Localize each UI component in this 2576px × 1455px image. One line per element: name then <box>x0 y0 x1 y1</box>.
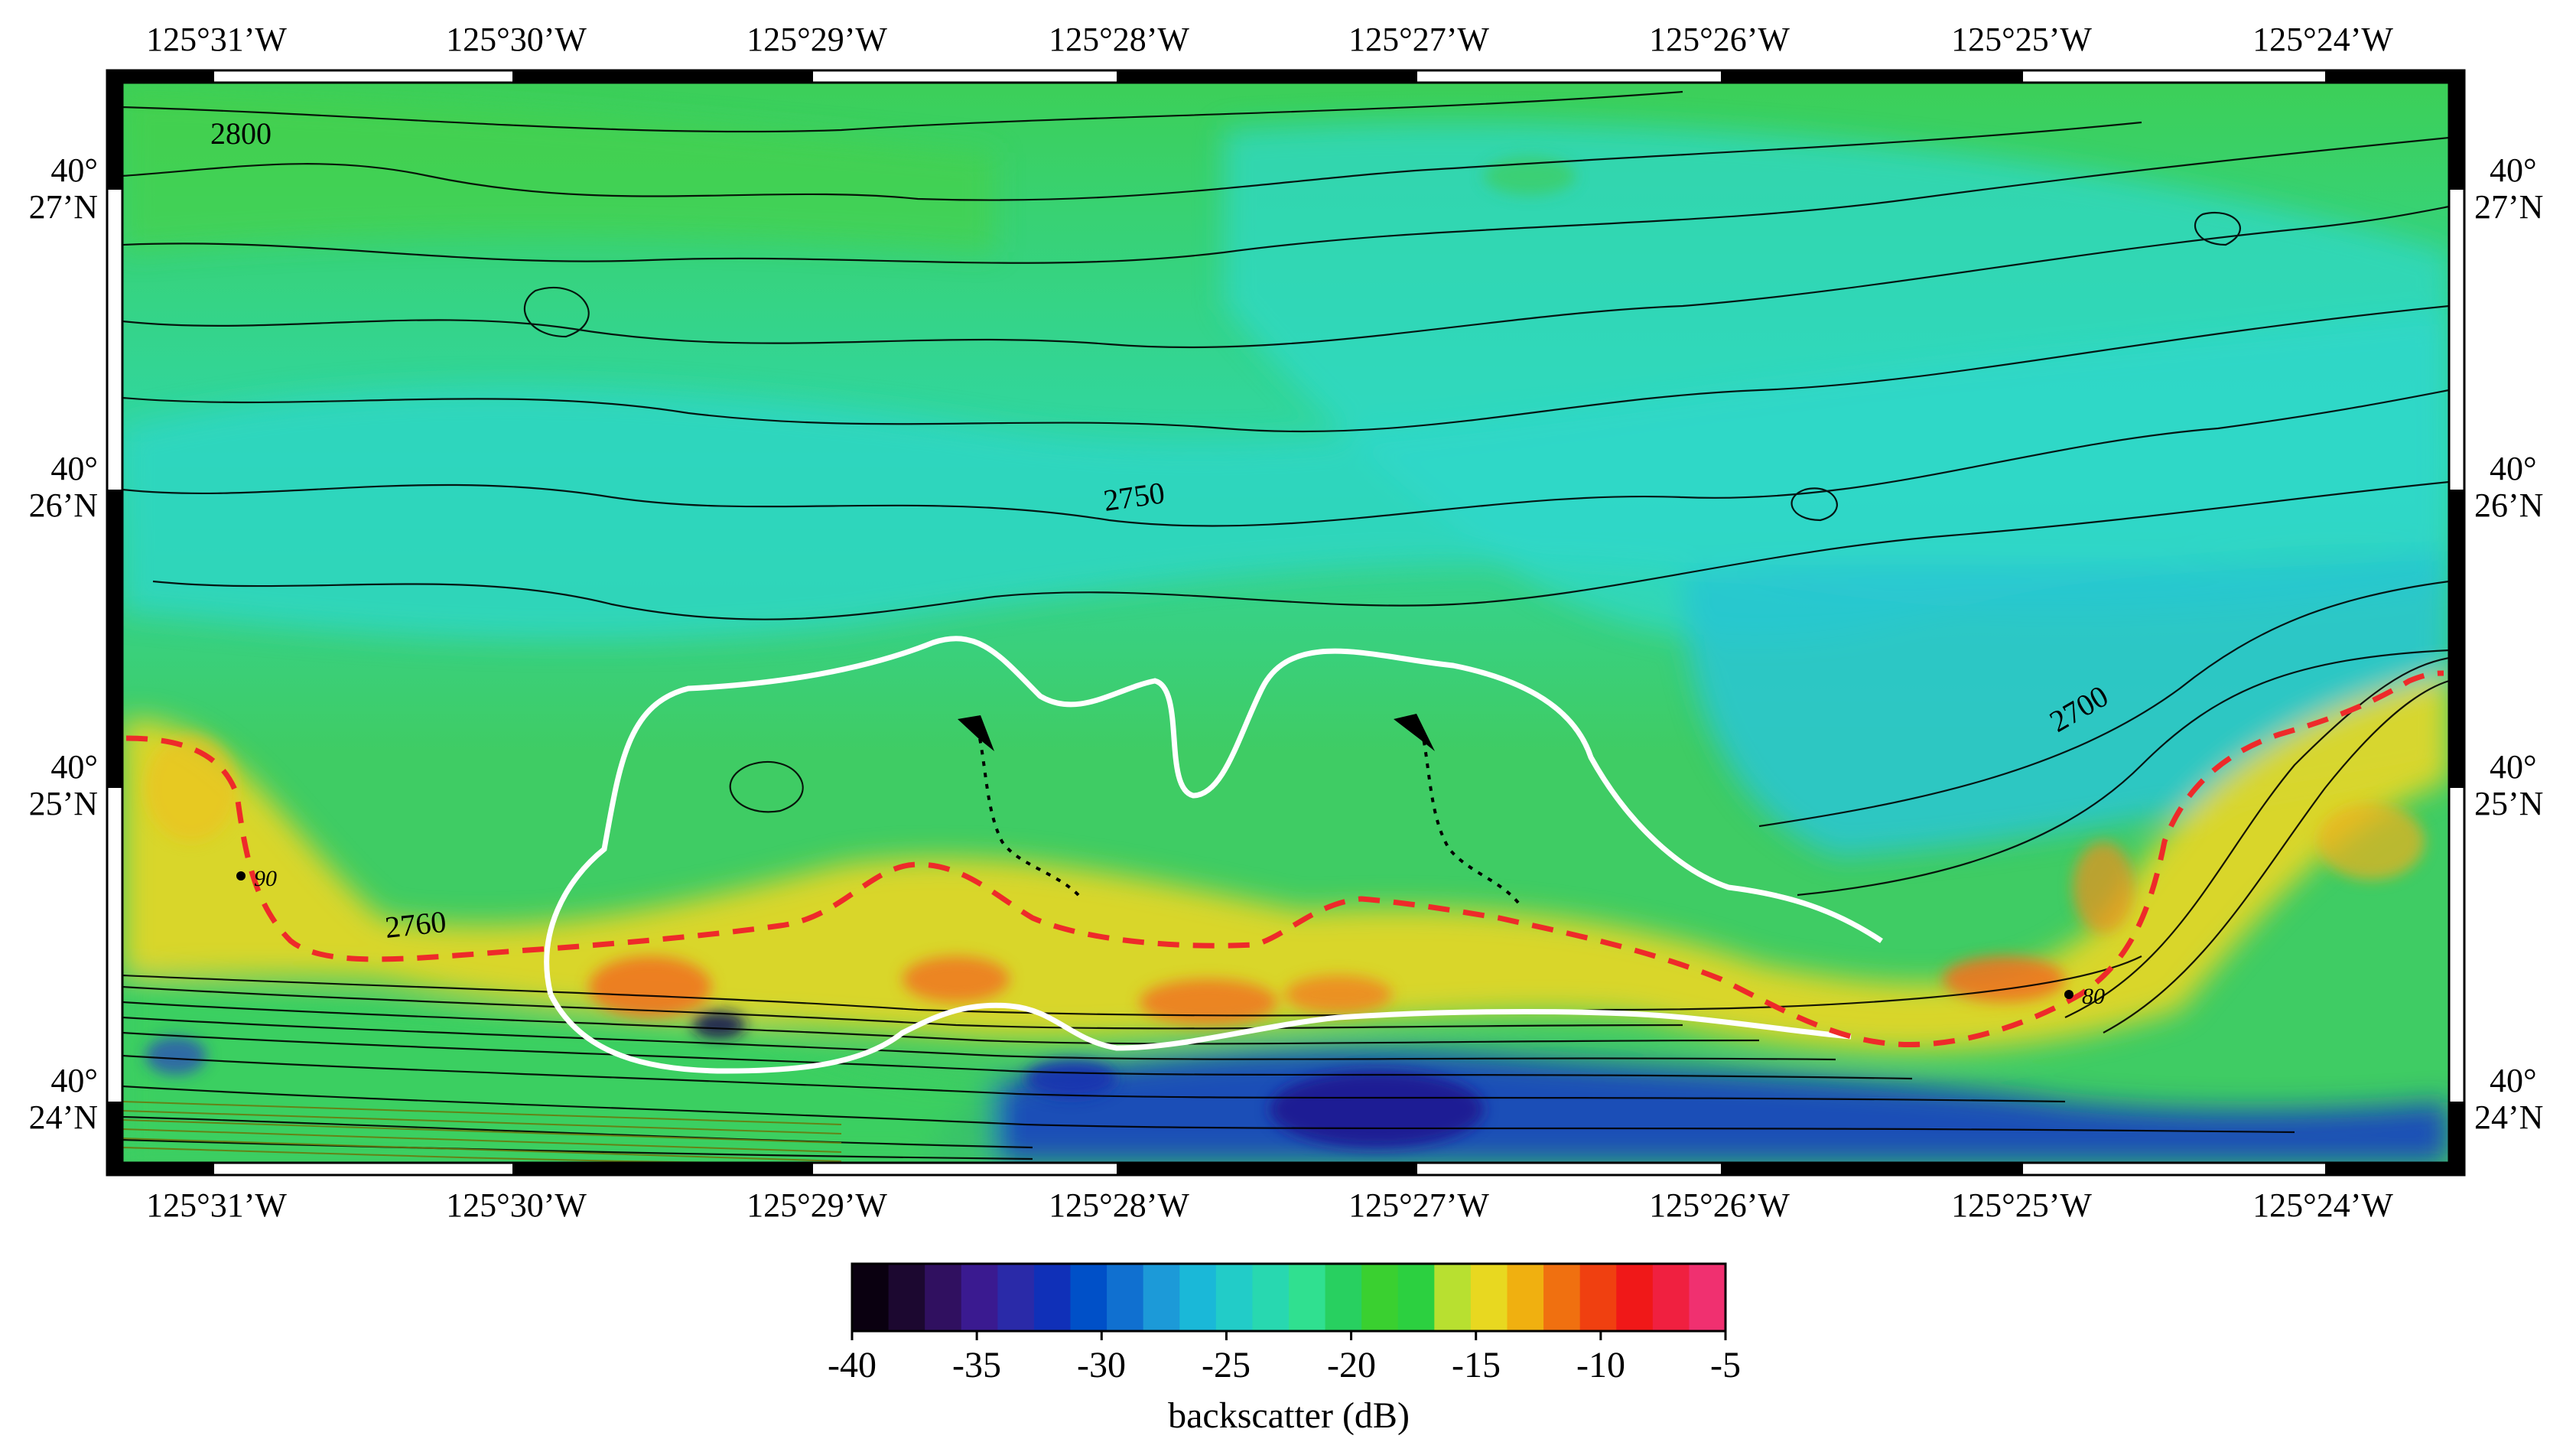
colorbar-swatch <box>961 1264 998 1331</box>
colorbar-swatch <box>1070 1264 1107 1331</box>
colorbar-swatch <box>1143 1264 1180 1331</box>
colorbar-tick-label: -5 <box>1710 1345 1741 1385</box>
colorbar: -40 -35 -30 -25 -20 -15 -10 -5 backscatt… <box>828 1262 1741 1436</box>
lon-label: 125°25’W <box>1951 21 2092 58</box>
colorbar-swatch <box>1470 1264 1508 1331</box>
lon-label: 125°29’W <box>746 1186 887 1224</box>
colorbar-tick-label: -15 <box>1452 1345 1501 1385</box>
lon-label: 125°27’W <box>1348 1186 1489 1224</box>
colorbar-swatch <box>1033 1264 1072 1331</box>
bathymetry-contours <box>122 90 2449 1160</box>
lon-labels-top: 125°31’W 125°30’W 125°29’W 125°28’W 125°… <box>146 21 2393 58</box>
colorbar-tick-label: -35 <box>952 1345 1001 1385</box>
colorbar-ticks <box>851 1331 1727 1340</box>
lat-label-deg: 40° <box>2490 748 2537 786</box>
colorbar-swatch <box>1652 1264 1690 1331</box>
colorbar-swatches <box>852 1264 1726 1331</box>
lon-label: 125°26’W <box>1649 1186 1790 1224</box>
colorbar-swatch <box>1215 1264 1254 1331</box>
colorbar-swatch <box>1289 1264 1326 1331</box>
lon-label: 125°26’W <box>1649 21 1790 58</box>
colorbar-tick-labels: -40 -35 -30 -25 -20 -15 -10 -5 <box>828 1345 1741 1385</box>
point-label: 90 <box>254 866 277 891</box>
colorbar-swatch <box>852 1264 890 1331</box>
lat-label-min: 27’N <box>29 188 98 226</box>
lon-label: 125°24’W <box>2252 1186 2393 1224</box>
point-label: 80 <box>2082 984 2105 1009</box>
contour-label: 2750 <box>1101 475 1166 518</box>
lat-label-min: 25’N <box>2474 785 2543 822</box>
lat-label-deg: 40° <box>50 1062 98 1099</box>
lat-label-min: 26’N <box>29 487 98 524</box>
lat-label-deg: 40° <box>50 748 98 786</box>
colorbar-swatch <box>1434 1264 1472 1331</box>
lon-label: 125°24’W <box>2252 21 2393 58</box>
lon-label: 125°25’W <box>1951 1186 2092 1224</box>
lon-label: 125°28’W <box>1049 21 1189 58</box>
backscatter-map-image <box>122 83 2449 1163</box>
colorbar-swatch <box>1179 1264 1217 1331</box>
lat-label-deg: 40° <box>2490 450 2537 487</box>
flow-arrow-left <box>977 734 1080 897</box>
colorbar-tick-label: -25 <box>1202 1345 1251 1385</box>
lat-label-min: 25’N <box>29 785 98 822</box>
colorbar-swatch <box>1107 1264 1144 1331</box>
lat-label-min: 26’N <box>2474 487 2543 524</box>
lon-label: 125°27’W <box>1348 21 1489 58</box>
colorbar-tick-label: -10 <box>1576 1345 1625 1385</box>
lon-labels-bottom: 125°31’W 125°30’W 125°29’W 125°28’W 125°… <box>146 1186 2393 1224</box>
colorbar-swatch <box>888 1264 925 1331</box>
lat-label-deg: 40° <box>50 151 98 189</box>
colorbar-swatch <box>1397 1264 1435 1331</box>
colorbar-swatch <box>1325 1264 1362 1331</box>
point-labels: 90 80 <box>254 866 2105 1009</box>
colorbar-tick-label: -40 <box>828 1345 877 1385</box>
lon-label: 125°31’W <box>146 1186 287 1224</box>
colorbar-swatch <box>1507 1264 1544 1331</box>
colorbar-swatch <box>997 1264 1035 1331</box>
lat-label-min: 24’N <box>2474 1099 2543 1136</box>
lon-label: 125°30’W <box>446 1186 587 1224</box>
colorbar-tick-label: -20 <box>1327 1345 1376 1385</box>
study-area-outline <box>544 636 1883 995</box>
lon-label: 125°31’W <box>146 21 287 58</box>
lon-label: 125°30’W <box>446 21 587 58</box>
contour-label: 2800 <box>210 116 272 151</box>
lat-label-min: 24’N <box>29 1099 98 1136</box>
ridge-axis-line <box>125 670 2444 1048</box>
colorbar-swatch <box>1543 1264 1581 1331</box>
lat-label-min: 27’N <box>2474 188 2543 226</box>
lat-label-deg: 40° <box>50 450 98 487</box>
contour-label: 2760 <box>383 904 447 945</box>
lon-label: 125°28’W <box>1049 1186 1189 1224</box>
colorbar-tick-label: -30 <box>1077 1345 1126 1385</box>
lon-label: 125°29’W <box>746 21 887 58</box>
colorbar-swatch <box>1689 1264 1726 1331</box>
lat-labels-left: 40° 27’N 40° 26’N 40° 25’N 40° 24’N <box>29 151 98 1136</box>
lat-labels-right: 40° 27’N 40° 26’N 40° 25’N 40° 24’N <box>2474 151 2543 1136</box>
colorbar-swatch <box>1361 1264 1399 1331</box>
colorbar-swatch <box>1616 1264 1654 1331</box>
map-frame <box>106 69 2466 1177</box>
colorbar-swatch <box>1579 1264 1617 1331</box>
lat-label-deg: 40° <box>2490 151 2537 189</box>
colorbar-title: backscatter (dB) <box>1168 1395 1410 1436</box>
lat-label-deg: 40° <box>2490 1062 2537 1099</box>
colorbar-swatch <box>1252 1264 1290 1331</box>
colorbar-swatch <box>925 1264 962 1331</box>
